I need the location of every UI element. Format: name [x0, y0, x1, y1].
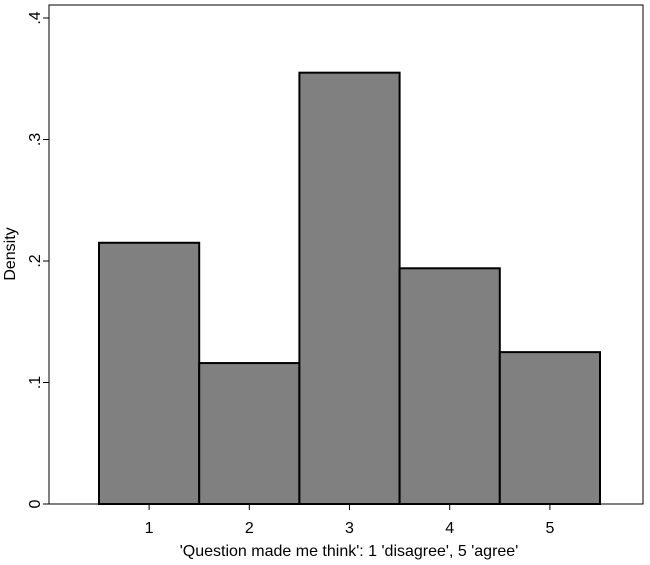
x-tick-label: 4 [445, 520, 454, 537]
y-tick-label: .3 [27, 133, 44, 146]
bars-group [98, 71, 601, 506]
y-axis: 0 .1 .2 .3 .4 [27, 11, 49, 508]
y-axis-label: Density [2, 227, 19, 280]
bar-4 [398, 267, 501, 506]
x-axis-label: 'Question made me think': 1 'disagree', … [180, 543, 519, 560]
bar-1 [98, 241, 201, 505]
y-tick-label: .1 [27, 376, 44, 389]
bar-2 [198, 362, 301, 505]
x-tick-label: 1 [145, 520, 154, 537]
bar-5 [498, 351, 601, 505]
y-tick-label: 0 [27, 499, 44, 508]
y-tick-label: .4 [27, 11, 44, 24]
x-tick-label: 2 [245, 520, 254, 537]
y-tick-label: .2 [27, 254, 44, 267]
x-axis: 1 2 3 4 5 [145, 504, 554, 537]
bar-3 [298, 71, 401, 506]
x-tick-label: 3 [345, 520, 354, 537]
x-tick-label: 5 [545, 520, 554, 537]
